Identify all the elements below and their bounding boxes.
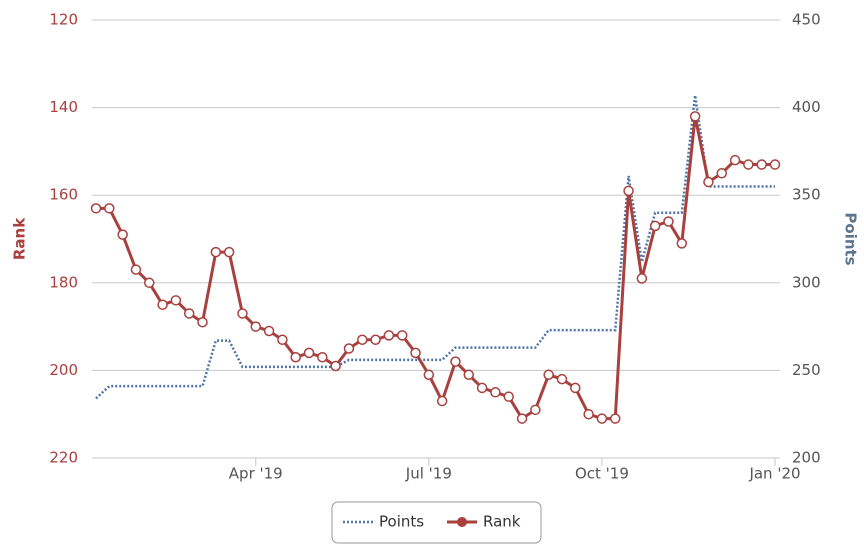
y2-tick-label: 400 — [792, 98, 821, 116]
point-marker — [396, 330, 408, 341]
y-tick-label: 180 — [49, 273, 78, 291]
x-tick-label: Oct '19 — [575, 465, 629, 483]
series-line — [96, 116, 775, 421]
y-tick-label: 220 — [49, 449, 78, 467]
y2-tick-label: 350 — [792, 186, 821, 204]
y-tick-label: 120 — [49, 11, 78, 29]
legend-label: Rank — [483, 513, 521, 531]
point-marker — [463, 369, 475, 381]
point-marker — [117, 229, 128, 240]
point-marker — [663, 216, 674, 227]
x-tick-label: Apr '19 — [229, 465, 283, 483]
point-marker — [370, 334, 381, 345]
point-marker — [503, 391, 514, 402]
point-marker — [130, 264, 142, 275]
point-marker — [144, 277, 155, 289]
point-marker — [223, 246, 235, 258]
point-marker — [157, 299, 168, 310]
point-marker — [197, 316, 208, 328]
y2-axis-title: Points — [842, 212, 860, 265]
point-marker — [277, 334, 288, 345]
point-marker — [210, 246, 222, 258]
point-marker — [609, 413, 621, 424]
legend-marker — [457, 517, 467, 527]
y2-tick-label: 300 — [792, 273, 821, 291]
point-marker — [623, 185, 634, 197]
point-marker — [756, 159, 767, 170]
legend-label: Points — [379, 513, 424, 531]
point-marker — [90, 203, 102, 214]
point-marker — [423, 369, 435, 381]
y2-tick-label: 450 — [792, 11, 821, 29]
point-marker — [436, 395, 448, 407]
point-marker — [729, 154, 741, 166]
point-marker — [263, 325, 275, 337]
point-marker — [769, 159, 781, 170]
point-marker — [290, 352, 301, 363]
point-marker — [583, 408, 594, 420]
point-marker — [543, 369, 554, 381]
point-marker — [104, 203, 115, 214]
point-marker — [476, 382, 488, 394]
point-marker — [330, 360, 341, 372]
point-marker — [689, 111, 701, 122]
point-marker — [516, 413, 528, 424]
series-line — [95, 95, 775, 400]
y-axis-title: Rank — [11, 217, 29, 260]
point-marker — [596, 413, 608, 424]
y-tick-label: 160 — [49, 186, 78, 204]
point-marker — [530, 404, 541, 416]
point-marker — [170, 295, 182, 306]
point-marker — [570, 382, 581, 394]
point-marker — [317, 352, 328, 363]
point-marker — [556, 373, 568, 385]
x-tick-label: Jul '19 — [405, 465, 452, 483]
point-marker — [303, 347, 315, 359]
legend-box — [331, 501, 542, 544]
point-marker — [676, 238, 688, 249]
point-marker — [237, 308, 248, 319]
point-marker — [410, 347, 421, 359]
point-marker — [343, 343, 355, 354]
point-marker — [636, 273, 648, 284]
y2-tick-label: 250 — [792, 361, 821, 379]
point-marker — [450, 356, 461, 367]
x-tick-label: Jan '20 — [748, 465, 800, 483]
point-marker — [490, 387, 501, 398]
point-marker — [716, 168, 727, 179]
y-tick-label: 140 — [49, 98, 78, 116]
point-marker — [703, 176, 714, 188]
point-marker — [183, 308, 195, 319]
point-marker — [383, 330, 395, 341]
point-marker — [649, 220, 661, 232]
y2-tick-label: 200 — [792, 449, 821, 467]
point-marker — [250, 321, 262, 332]
point-marker — [357, 334, 368, 345]
y-tick-label: 200 — [49, 361, 78, 379]
point-marker — [743, 159, 754, 170]
